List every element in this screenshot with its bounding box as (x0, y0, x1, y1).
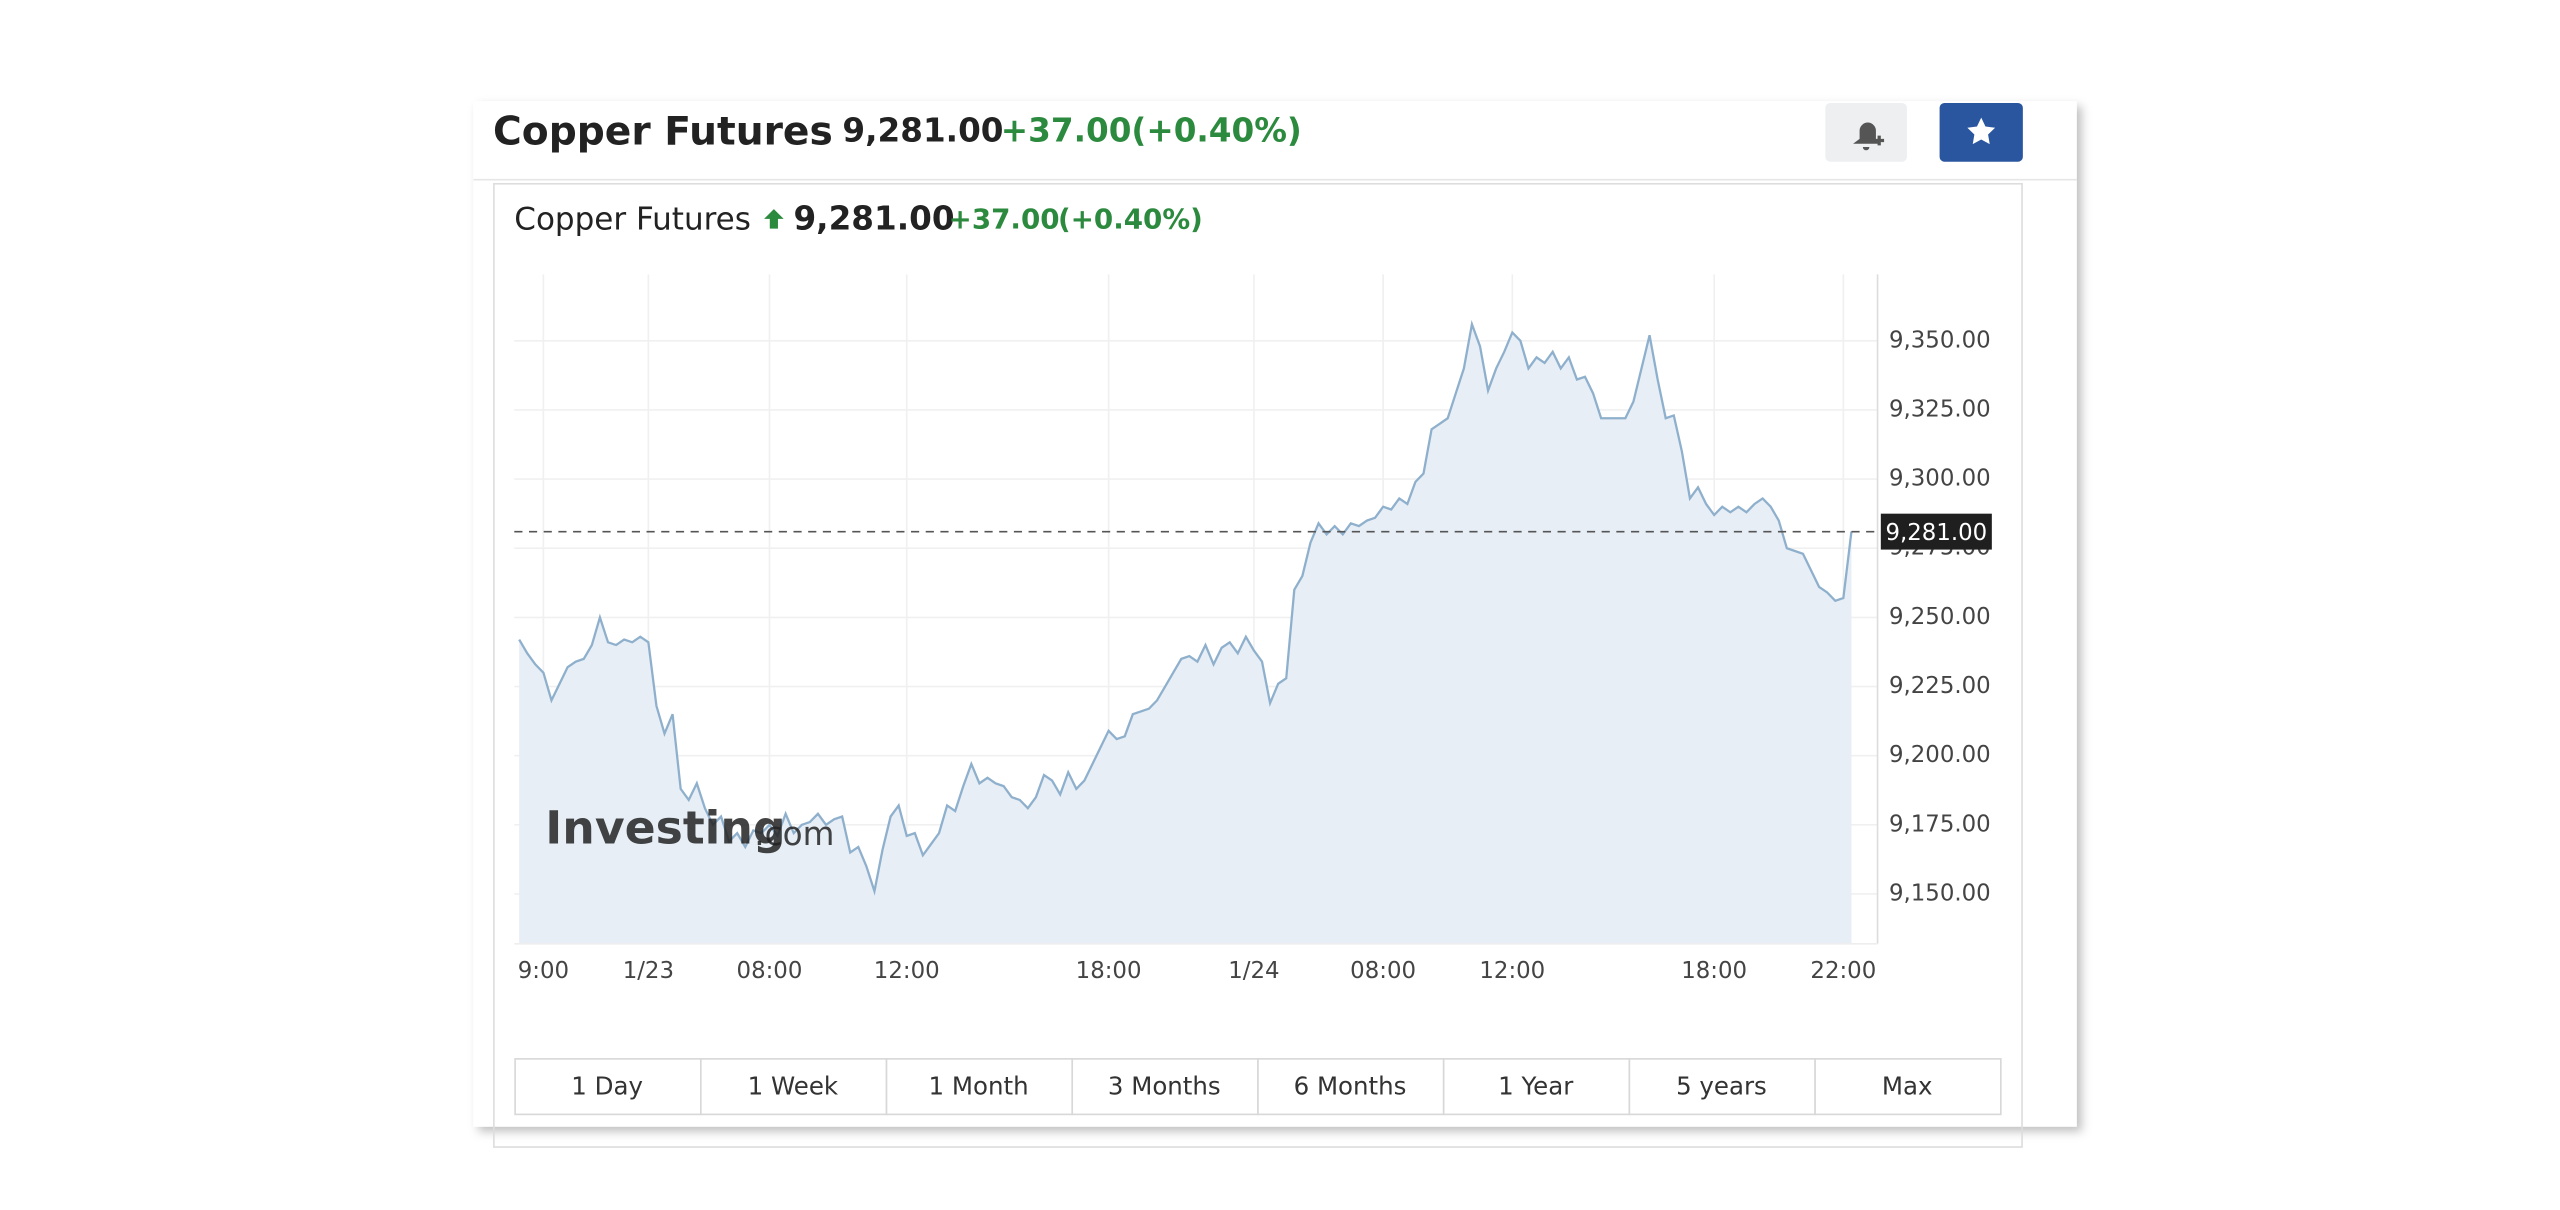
range-button-label: 1 Month (929, 1071, 1029, 1100)
watermark-brand: Investing (545, 802, 785, 855)
x-tick-label: 08:00 (737, 958, 803, 984)
range-button-label: 5 years (1676, 1071, 1767, 1100)
y-tick-label: 9,250.00 (1889, 604, 1991, 630)
x-tick-label: 1/24 (1228, 958, 1279, 984)
range-button-bg (1628, 1058, 1816, 1116)
range-button-bg (1814, 1058, 2002, 1116)
range-button[interactable]: 5 years (1628, 1058, 1816, 1116)
chart-change: +37.00 (949, 203, 1060, 236)
x-tick-label: 12:00 (1479, 958, 1545, 984)
current-price-box (1880, 513, 1992, 550)
range-button-bg (1257, 1058, 1445, 1116)
range-button[interactable]: 1 Week (700, 1058, 888, 1116)
watermark-suffix: .com (754, 815, 834, 853)
range-button[interactable]: 3 Months (1071, 1058, 1259, 1116)
x-tick-label: 18:00 (1076, 958, 1142, 984)
y-tick-label: 9,325.00 (1889, 396, 1991, 422)
range-button[interactable]: Max (1814, 1058, 2002, 1116)
x-tick-label: 22:00 (1810, 958, 1876, 984)
range-button-bg (514, 1058, 702, 1116)
y-tick-label: 9,200.00 (1889, 742, 1991, 768)
range-button-label: Max (1882, 1071, 1933, 1100)
watchlist-button[interactable] (1939, 102, 2023, 162)
plot: 9,150.00 9,175.00 9,200.00 9,225.00 9,250.00… (514, 274, 1992, 984)
y-tick-label: 9,175.00 (1889, 811, 1991, 837)
range-button-label: 1 Week (748, 1071, 839, 1100)
range-button-bg (1071, 1058, 1259, 1116)
range-button-bg (1442, 1058, 1631, 1116)
range-button[interactable]: 1 Year (1442, 1058, 1631, 1116)
x-tick-label: 18:00 (1681, 958, 1747, 984)
chart-change-percent: (+0.40%) (1058, 203, 1203, 236)
price: 9,281.00 (842, 111, 1003, 149)
line (518, 319, 1853, 896)
y-tick-label: 9,225.00 (1889, 673, 1991, 699)
star-icon (1967, 117, 1996, 145)
y-tick-label: 9,350.00 (1889, 327, 1991, 353)
range-button-label: 3 Months (1108, 1071, 1221, 1100)
current-price-label: 9,281.00 (1885, 520, 1987, 546)
plus-icon (1874, 135, 1885, 146)
range-button[interactable]: 1 Day (514, 1058, 702, 1116)
range-button-label: 6 Months (1294, 1071, 1407, 1100)
range-button[interactable]: 6 Months (1257, 1058, 1445, 1116)
title: Copper Futures (493, 109, 833, 154)
range-button[interactable]: 1 Month (885, 1058, 1074, 1116)
range-button-bg (885, 1058, 1074, 1116)
bell-icon (1853, 122, 1880, 151)
x-tick-label: 9:00 (518, 958, 569, 984)
chart-price: 9,281.00 (793, 200, 954, 238)
area (519, 324, 1852, 944)
x-tick-label: 1/23 (623, 958, 674, 984)
chart-frame (493, 182, 2023, 1148)
range-button-label: 1 Day (571, 1071, 643, 1100)
x-tick-label: 12:00 (874, 958, 940, 984)
range-bar: 1 Day 1 Week 1 Month 3 Months 6 Months 1 Year… (514, 1058, 2002, 1116)
range-button-label: 1 Year (1498, 1071, 1574, 1100)
y-tick-label: 9,150.00 (1889, 880, 1991, 906)
change: +37.00 (1001, 111, 1132, 149)
alert-button[interactable] (1825, 102, 1907, 162)
x-tick-label: 08:00 (1350, 958, 1416, 984)
change-percent: (+0.40%) (1131, 111, 1301, 149)
y-tick-label: 9,300.00 (1889, 466, 1991, 492)
chart-title: Copper Futures (514, 202, 751, 238)
